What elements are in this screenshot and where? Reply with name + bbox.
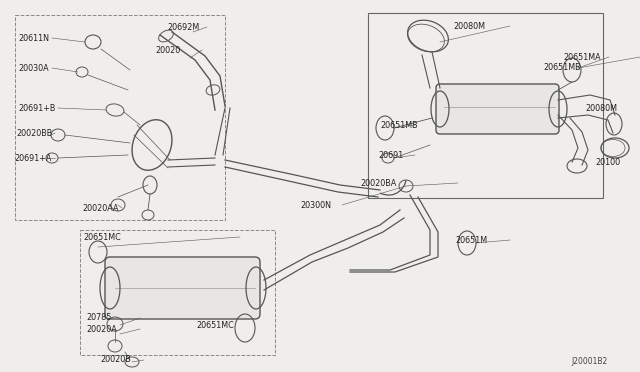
Text: 20100: 20100 [595, 157, 620, 167]
Text: 20020BA: 20020BA [360, 179, 396, 187]
Text: 20020AA: 20020AA [82, 203, 118, 212]
Text: 20300N: 20300N [300, 201, 331, 209]
Text: 20651MB: 20651MB [380, 121, 418, 129]
Text: 20020A: 20020A [86, 324, 116, 334]
Text: 20691: 20691 [378, 151, 403, 160]
Text: 20651M: 20651M [455, 235, 487, 244]
FancyBboxPatch shape [436, 84, 559, 134]
Bar [80, 230, 275, 355]
Text: 20611N: 20611N [18, 33, 49, 42]
Text: 20020: 20020 [155, 45, 180, 55]
Bar [15, 15, 225, 220]
Text: 20030A: 20030A [18, 64, 49, 73]
Text: J20001B2: J20001B2 [572, 357, 608, 366]
Text: 20691+B: 20691+B [18, 103, 56, 112]
Text: 20020B: 20020B [100, 356, 131, 365]
Text: 20651MC: 20651MC [196, 321, 234, 330]
Text: 20692M: 20692M [167, 22, 199, 32]
Text: 20691+A: 20691+A [14, 154, 51, 163]
Text: 20785: 20785 [86, 314, 111, 323]
Text: 20651MA: 20651MA [563, 52, 600, 61]
Bar [368, 13, 603, 198]
Text: 20020BB: 20020BB [16, 128, 52, 138]
FancyBboxPatch shape [105, 257, 260, 319]
Text: 20080M: 20080M [585, 103, 617, 112]
Text: 20651MC: 20651MC [83, 232, 121, 241]
Text: 20651MB: 20651MB [543, 62, 580, 71]
Text: 20080M: 20080M [453, 22, 485, 31]
